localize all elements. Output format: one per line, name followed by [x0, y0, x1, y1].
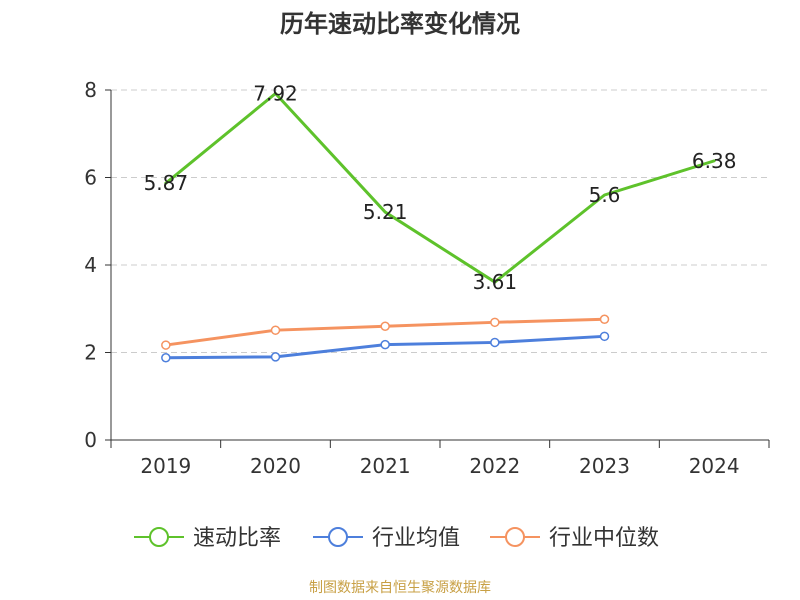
data-point[interactable] [270, 352, 281, 362]
x-tick-label: 2019 [140, 454, 191, 478]
data-point[interactable] [490, 317, 500, 328]
x-tick-label: 2022 [469, 454, 520, 478]
legend-marker [505, 527, 525, 547]
legend-item-1[interactable]: 行业均值 [313, 526, 460, 551]
data-point[interactable] [490, 337, 500, 348]
y-tick-label: 8 [84, 78, 97, 102]
data-point[interactable] [599, 331, 610, 342]
grid-lines [111, 89, 769, 353]
data-point[interactable] [599, 314, 610, 324]
x-tick-label: 2024 [689, 454, 740, 478]
data-label: 5.21 [363, 200, 408, 224]
data-label: 7.92 [253, 82, 298, 106]
data-point[interactable] [161, 340, 171, 350]
y-tick-label: 4 [84, 253, 97, 277]
legend-label: 速动比率 [193, 526, 281, 551]
data-point[interactable] [380, 339, 390, 350]
data-label: 3.61 [473, 270, 518, 294]
x-tick-label: 2021 [360, 454, 411, 478]
data-label: 5.87 [144, 171, 189, 195]
data-label: 6.38 [692, 149, 737, 173]
chart-title: 历年速动比率变化情况 [280, 10, 520, 38]
series-lines [161, 92, 716, 363]
y-tick-label: 0 [84, 428, 97, 452]
series-line-0 [164, 92, 716, 284]
legend-label: 行业均值 [372, 526, 460, 551]
data-point[interactable] [161, 353, 171, 363]
data-point[interactable] [380, 321, 390, 331]
source-note: 制图数据来自恒生聚源数据库 [309, 580, 491, 596]
axes: 0 2 4 6 8 2019 2020 2021 2022 2023 2024 [84, 78, 770, 478]
x-tick-label: 2020 [250, 454, 301, 478]
data-point[interactable] [270, 325, 281, 335]
legend-marker [149, 527, 169, 547]
x-tick-label: 2023 [579, 454, 630, 478]
legend-item-0[interactable]: 速动比率 [134, 526, 281, 551]
y-tick-label: 6 [84, 166, 97, 190]
y-tick-label: 2 [84, 341, 97, 365]
legend-marker [328, 527, 348, 547]
legend-item-2[interactable]: 行业中位数 [490, 526, 659, 551]
data-label: 5.6 [589, 183, 621, 207]
legend-label: 行业中位数 [549, 526, 659, 551]
data-labels: 5.87 7.92 5.21 3.61 5.6 6.38 [144, 82, 737, 295]
legend[interactable]: 速动比率 行业均值 行业中位数 [134, 526, 659, 551]
